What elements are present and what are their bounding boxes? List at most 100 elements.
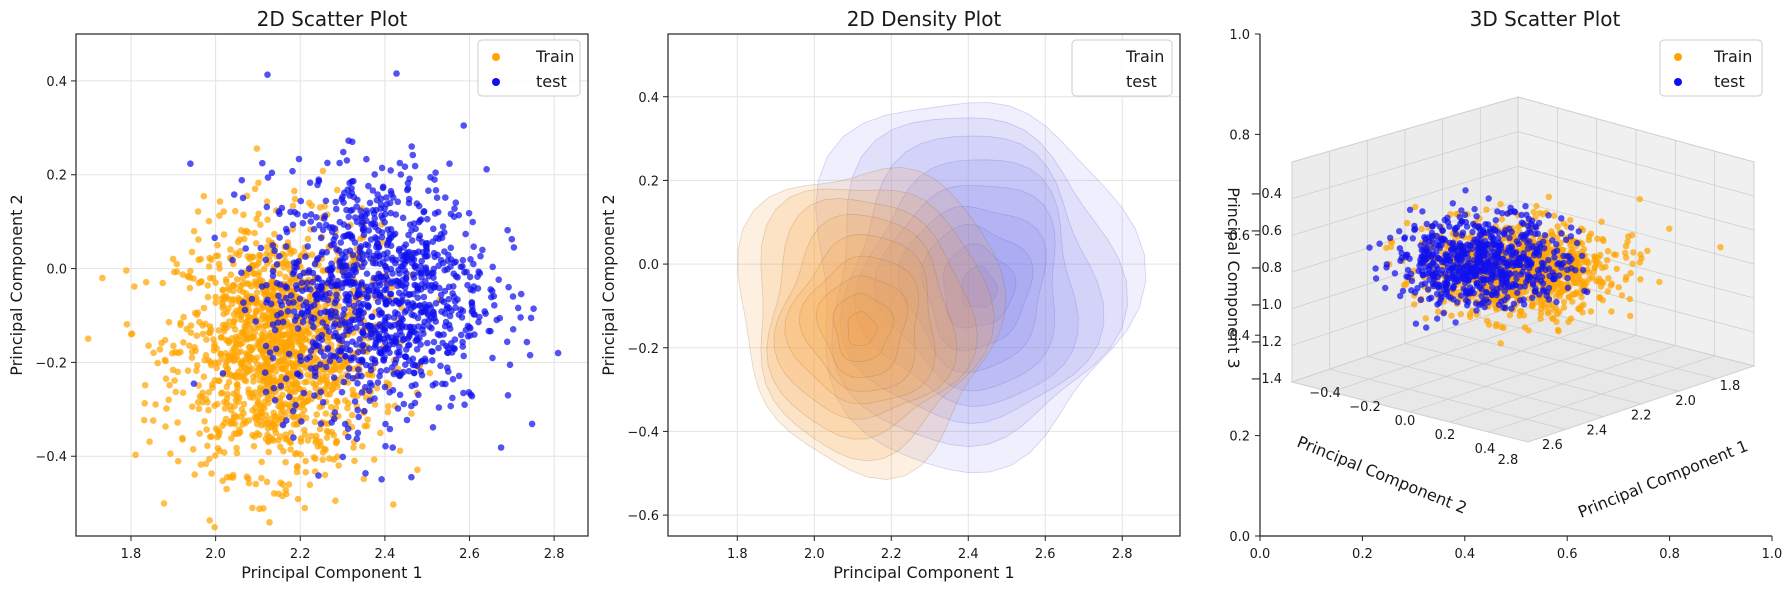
scatter-point-train [298,411,306,419]
scatter-point-test [293,282,300,289]
scatter-point-train [235,295,242,302]
scatter-point-test [377,346,384,353]
scatter-point-test [465,209,473,217]
scatter3d-point-test [1441,237,1449,244]
scatter-point-test [302,253,309,260]
scatter-point-test [366,345,373,352]
scatter-point-train [348,411,356,419]
scatter-point-test [287,292,295,299]
scatter-point-test [342,248,350,256]
scatter-point-test [310,323,317,331]
scatter-point-test [491,302,498,309]
scatter3d-point-train [1545,193,1553,200]
scatter-point-train [199,389,206,397]
scatter3d-point-test [1568,256,1575,263]
scatter-point-test [377,201,385,208]
scatter-point-train [253,215,260,223]
scatter-point-test [241,306,249,314]
density-contour-test [897,205,1047,374]
scatter-point-train [257,252,264,259]
scatter-point-train [237,348,245,356]
scatter-point-test [356,335,363,343]
scatter-point-test [469,306,477,314]
scatter-point-test [311,392,318,399]
scatter-point-train [206,323,214,330]
scatter-point-train [237,316,245,324]
scatter-point-test [290,434,297,441]
scatter3d-point-train [1555,290,1562,297]
scatter3d-point-train [1656,278,1663,286]
scatter-point-train [241,376,248,384]
scatter-point-test [272,345,280,353]
scatter-point-train [260,304,267,311]
scatter-point-train [253,145,261,152]
scatter-point-test [366,379,374,387]
scatter-point-test [344,293,351,300]
scatter-point-train [233,388,241,396]
scatter3d-point-test [1500,230,1508,237]
scatter3d-point-test [1460,271,1468,278]
scatter3d-point-train [1506,312,1514,319]
scatter3d-point-test [1542,266,1549,274]
scatter-point-train [251,433,258,440]
scatter-point-train [270,292,277,300]
scatter3d-point-train [1550,306,1558,314]
scatter3d-point-test [1449,200,1457,207]
scatter3d-point-train [1550,212,1558,219]
scatter-point-test [378,164,386,172]
y3d-tick-label: 0.4 [1475,442,1496,457]
scatter3d-point-test [1460,251,1467,258]
scatter-point-train [199,398,206,406]
scatter3d-point-train [1403,219,1411,227]
scatter-point-test [483,166,490,173]
scatter-point-test [475,318,482,326]
scatter3d-point-train [1612,251,1620,258]
scatter-point-train [204,442,211,450]
y-tick-label: 0.4 [638,91,659,106]
scatter-point-train [185,273,193,280]
scatter-point-train [269,363,276,371]
scatter-point-train [291,187,298,195]
scatter3d-point-test [1529,294,1536,302]
scatter-point-train [271,230,278,238]
scatter-point-train [209,384,216,392]
scatter-point-train [202,460,210,468]
scatter3d-point-test [1514,289,1521,296]
scatter-point-train [248,346,255,354]
scatter-point-test [460,122,468,129]
scatter3d-point-test [1449,241,1456,248]
scatter3d-point-train [1519,289,1527,296]
scatter-point-train [222,293,230,301]
scatter3d-point-test [1383,264,1390,271]
scatter-point-train [254,398,262,406]
scatter-point-train [296,385,303,393]
scatter-point-test [354,291,362,299]
scatter-point-train [265,448,273,456]
scatter-point-train [333,186,341,194]
scatter3d-point-test [1471,205,1478,213]
scatter3d-point-test [1437,270,1444,277]
scatter-point-train [287,335,294,343]
scatter-point-train [224,391,231,398]
scatter-point-train [293,464,301,471]
scatter-point-test [307,286,314,293]
scatter-point-train [250,378,257,385]
scatter-point-test [273,279,281,287]
scatter-point-train [189,403,196,411]
scatter-point-test [459,263,466,270]
scatter-point-test [294,210,301,218]
scatter-point-train [188,248,196,256]
scatter-point-test [362,470,369,477]
scatter-point-train [371,401,379,408]
z-axis-label: Principal Component 3 [1224,187,1243,368]
scatter3d-point-train [1637,276,1644,283]
scatter-point-test [470,243,478,250]
scatter3d-point-test [1545,284,1553,292]
scatter3d-point-train [1537,305,1545,312]
scatter-point-test [363,210,371,217]
frame-x-tick-label: 0.0 [1250,547,1271,562]
scatter-point-test [340,332,347,339]
scatter-point-test [269,267,277,275]
scatter-point-train [255,179,262,187]
scatter-point-test [317,420,325,428]
